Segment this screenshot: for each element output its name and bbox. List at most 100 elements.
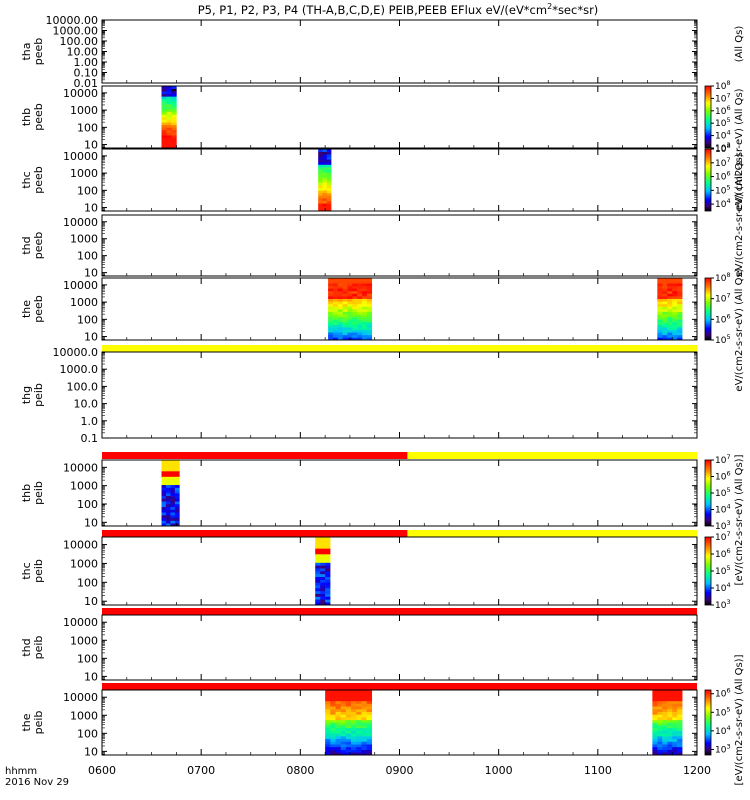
colorbar-tick-label: 104 <box>715 581 731 594</box>
spectrogram-cell <box>352 298 358 302</box>
spectrogram-cell <box>657 288 663 292</box>
spectrogram-cell <box>667 332 673 336</box>
spectrogram-cell <box>652 706 658 710</box>
spectrogram-cell <box>352 290 358 294</box>
spectrogram-cell <box>342 290 348 294</box>
y-tick-label: 10 <box>84 331 98 344</box>
spectrogram-cell <box>166 109 172 113</box>
y-tick-label: 1.00 <box>74 56 99 69</box>
spectrogram-cell <box>657 722 663 726</box>
spectrogram-cell <box>171 114 177 118</box>
spectrogram-cell <box>161 506 167 510</box>
spectrogram-cell <box>166 101 172 105</box>
panel-thb-peeb: 10000 1000 100 10 thb peeb <box>20 85 698 152</box>
spectrogram-cell <box>342 301 348 305</box>
spectrogram-cell <box>161 487 167 491</box>
spectrogram-cell <box>161 137 167 141</box>
spectrogram-cell <box>366 703 373 707</box>
spectrogram-cell <box>326 203 332 207</box>
spectrogram-cell <box>171 98 177 102</box>
panel-frame <box>101 85 698 149</box>
spectrogram-cell <box>662 321 668 325</box>
colorbar-unit-label: (All Qs) <box>734 26 745 63</box>
spectrogram-cell <box>672 708 678 712</box>
spectrogram-cell <box>335 752 341 756</box>
spectrogram-cell <box>318 156 323 160</box>
spectrogram-cell <box>672 733 678 737</box>
spectrogram-cell <box>325 719 331 723</box>
spectrogram-cell <box>325 725 331 729</box>
spectrogram-cell <box>322 185 328 189</box>
spectrogram-cell <box>356 708 362 712</box>
spectrogram-cell <box>657 280 663 284</box>
spectrogram-cell <box>667 714 673 718</box>
time-axis: 0600 0700 0800 0900 1000 1100 1200 <box>88 764 711 777</box>
spectrogram-block <box>657 278 683 341</box>
spectrogram-cell <box>315 537 321 541</box>
spectrogram-cell <box>662 283 668 287</box>
colorbar-tick-label: 105 <box>715 183 731 196</box>
spectrogram-cell <box>337 288 343 292</box>
spectrogram-cell <box>662 711 668 715</box>
spectrogram-cell <box>322 151 328 155</box>
spectrogram-cell <box>320 542 326 546</box>
spectrogram-cell <box>322 172 328 176</box>
spectrogram-cell <box>677 288 683 292</box>
spectrogram-cell <box>166 96 172 100</box>
spectrogram-cell <box>345 727 352 731</box>
spectrogram-cell <box>330 703 336 707</box>
spectrogram-cell <box>362 278 368 281</box>
spectrogram-cell <box>315 582 321 586</box>
spectrogram-cell <box>352 278 358 281</box>
panel-frame <box>101 19 698 84</box>
spectrogram-cell <box>362 327 368 330</box>
spectrogram-cell <box>357 293 363 297</box>
time-tick-label: 0800 <box>286 764 314 777</box>
spectrogram-cell <box>672 298 678 302</box>
spectrogram-cell <box>342 296 348 299</box>
spectrogram-cell <box>672 698 678 702</box>
spectrogram-cell <box>652 749 658 753</box>
spectrogram-cell <box>345 695 352 699</box>
spectrogram-cell <box>356 730 362 734</box>
spectrogram-cell <box>356 733 362 737</box>
spectrogram-cell <box>171 124 177 128</box>
spectrogram-cell <box>662 730 668 734</box>
spectrogram-cell <box>320 545 326 549</box>
spectrogram-cell <box>677 311 683 315</box>
spectrogram-cell <box>667 296 673 299</box>
spectrogram-cell <box>366 290 373 294</box>
spectrogram-cell <box>357 329 363 333</box>
spectrogram-cell <box>171 106 177 110</box>
spectrogram-cell <box>662 706 668 710</box>
spectrogram-cell <box>667 749 673 753</box>
spectrogram-cell <box>351 725 357 729</box>
spectrogram-cell <box>667 288 673 292</box>
spectrogram-cell <box>328 316 334 320</box>
spectrogram-cell <box>335 727 341 731</box>
colorbar-tick-label: 107 <box>715 91 731 104</box>
spectrogram-cell <box>347 296 353 299</box>
y-tick-label: 100 <box>77 184 98 197</box>
spectrogram-cell <box>337 303 343 307</box>
spectrogram-cell <box>322 174 328 178</box>
spectrogram-cell <box>171 132 177 136</box>
spectrogram-cell <box>657 324 663 328</box>
spectrogram-cell <box>677 692 683 696</box>
spectrogram-cell <box>662 733 668 737</box>
spectrogram-cell <box>662 749 668 753</box>
spectrogram-cell <box>347 280 353 284</box>
spectrogram-cell <box>677 730 683 734</box>
spectrogram-cell <box>326 182 332 186</box>
spectrogram-cell <box>315 590 321 594</box>
spectrogram-cell <box>174 482 180 486</box>
spectrogram-cell <box>342 324 348 328</box>
spectrogram-cell <box>170 468 176 472</box>
spectrogram-cell <box>366 321 373 325</box>
spectrogram-cell <box>667 337 673 341</box>
spectrogram-cell <box>362 285 368 289</box>
spectrogram-cell <box>345 700 352 704</box>
spectrogram-cell <box>322 161 328 165</box>
spectrogram-cell <box>171 137 177 141</box>
spectrogram-cell <box>677 714 683 718</box>
